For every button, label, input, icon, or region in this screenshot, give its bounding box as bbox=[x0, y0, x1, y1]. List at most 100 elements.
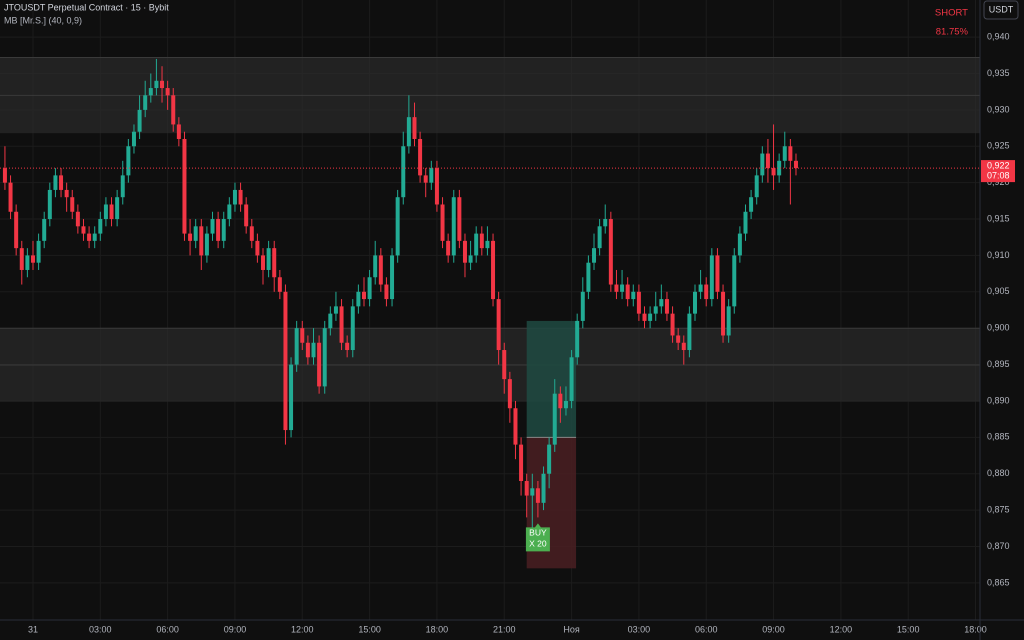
candle-body bbox=[524, 481, 529, 496]
candle-body bbox=[597, 226, 602, 249]
candle-body bbox=[620, 284, 625, 292]
chart-title: JTOUSDT Perpetual Contract · 15 · Bybit bbox=[4, 2, 169, 12]
candle-body bbox=[137, 109, 142, 132]
candle-body bbox=[182, 138, 187, 234]
candle-body bbox=[373, 255, 378, 278]
x-tick-label: 21:00 bbox=[493, 624, 516, 634]
candle-body bbox=[47, 189, 52, 220]
x-tick-label: 09:00 bbox=[224, 624, 247, 634]
candle-body bbox=[519, 444, 524, 482]
candle-body bbox=[474, 233, 479, 256]
candle-body bbox=[255, 240, 260, 256]
candle-body bbox=[8, 182, 13, 212]
y-tick-label: 0,940 bbox=[987, 31, 1010, 41]
candle-body bbox=[70, 197, 75, 212]
candle-body bbox=[592, 248, 597, 263]
candle-body bbox=[670, 313, 675, 336]
candle-body bbox=[502, 350, 507, 380]
candle-body bbox=[698, 284, 703, 292]
candle-body bbox=[653, 306, 658, 314]
candle-body bbox=[496, 299, 501, 351]
x-tick-label: 15:00 bbox=[358, 624, 381, 634]
candle-body bbox=[535, 488, 540, 503]
candle-body bbox=[345, 342, 350, 351]
candle-body bbox=[103, 204, 108, 220]
candle-body bbox=[266, 248, 271, 270]
y-tick-label: 0,905 bbox=[987, 286, 1010, 296]
candle-body bbox=[412, 117, 417, 139]
candle-body bbox=[216, 219, 221, 241]
candle-body bbox=[126, 146, 131, 176]
candle-body bbox=[188, 233, 193, 241]
candle-body bbox=[575, 320, 580, 358]
candle-body bbox=[75, 211, 80, 227]
candle-body bbox=[749, 197, 754, 212]
candle-body bbox=[277, 277, 282, 292]
candle-body bbox=[563, 400, 568, 409]
candle-body bbox=[311, 342, 316, 358]
candle-body bbox=[356, 291, 361, 307]
candle-body bbox=[87, 233, 92, 241]
x-tick-label: 18:00 bbox=[964, 624, 987, 634]
y-tick-label: 0,930 bbox=[987, 104, 1010, 114]
y-tick-label: 0,925 bbox=[987, 141, 1010, 151]
x-tick-label: Ноя bbox=[563, 624, 580, 634]
candle-body bbox=[692, 291, 697, 314]
candle-body bbox=[659, 299, 664, 307]
x-tick-label: 12:00 bbox=[291, 624, 314, 634]
candle-body bbox=[210, 219, 215, 234]
y-tick-label: 0,900 bbox=[987, 323, 1010, 333]
candle-body bbox=[193, 226, 198, 241]
candle-body bbox=[558, 393, 563, 409]
candle-body bbox=[406, 117, 411, 147]
candle-body bbox=[608, 219, 613, 285]
candle-body bbox=[737, 233, 742, 256]
candle-body bbox=[261, 255, 266, 270]
candle-body bbox=[547, 444, 552, 474]
candle-body bbox=[272, 248, 277, 278]
candle-body bbox=[317, 342, 322, 387]
candle-body bbox=[64, 189, 69, 198]
candle-body bbox=[350, 306, 355, 351]
candle-body bbox=[586, 262, 591, 292]
candle-body bbox=[423, 175, 428, 183]
position-profit bbox=[526, 320, 577, 438]
x-tick-label: 31 bbox=[28, 624, 38, 634]
buy-label: BUY bbox=[529, 528, 547, 538]
candle-body bbox=[289, 364, 294, 431]
x-tick-label: 06:00 bbox=[695, 624, 718, 634]
candle-body bbox=[451, 197, 456, 256]
x-tick-label: 06:00 bbox=[156, 624, 179, 634]
candle-body bbox=[479, 233, 484, 249]
candle-body bbox=[642, 313, 647, 321]
candle-body bbox=[367, 277, 372, 300]
candle-body bbox=[541, 473, 546, 503]
currency-label[interactable]: USDT bbox=[989, 4, 1014, 14]
candle-body bbox=[418, 138, 423, 176]
candle-body bbox=[361, 291, 366, 300]
last-price-tag bbox=[981, 160, 1015, 183]
y-tick-label: 0,865 bbox=[987, 577, 1010, 587]
candle-body bbox=[530, 488, 535, 496]
candle-body bbox=[30, 255, 35, 263]
y-tick-label: 0,915 bbox=[987, 213, 1010, 223]
candle-body bbox=[154, 80, 159, 89]
candle-body bbox=[726, 306, 731, 336]
candle-body bbox=[384, 284, 389, 300]
candle-body bbox=[754, 175, 759, 198]
candle-body bbox=[294, 328, 299, 365]
candle-body bbox=[120, 175, 125, 198]
signal-value: 81.75% bbox=[936, 27, 969, 38]
candle-body bbox=[143, 95, 148, 110]
currency-button[interactable] bbox=[983, 0, 1019, 20]
x-tick-label: 18:00 bbox=[426, 624, 449, 634]
candle-body bbox=[232, 189, 237, 205]
candle-body bbox=[434, 168, 439, 205]
x-tick-label: 03:00 bbox=[628, 624, 651, 634]
candle-body bbox=[42, 219, 47, 241]
candle-body bbox=[98, 219, 103, 234]
x-tick-label: 03:00 bbox=[89, 624, 112, 634]
candle-body bbox=[636, 291, 641, 314]
candle-body bbox=[19, 248, 24, 270]
